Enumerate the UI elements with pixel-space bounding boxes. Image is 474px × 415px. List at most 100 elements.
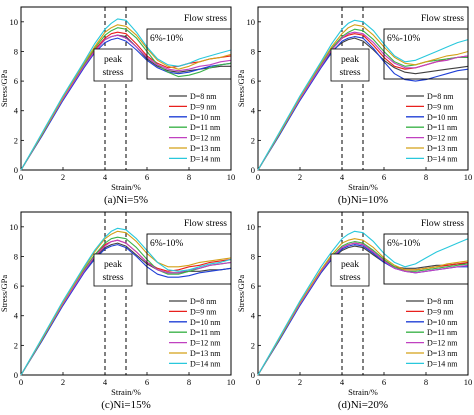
- x-tick-label: 8: [187, 172, 191, 182]
- legend-entry: D=9 nm: [427, 307, 454, 316]
- x-tick-label: 10: [464, 172, 473, 182]
- y-tick-label: 2: [251, 135, 255, 145]
- series-line: [20, 227, 232, 376]
- y-tick-label: 6: [251, 76, 255, 86]
- legend-entry: D=10 nm: [190, 113, 221, 122]
- peak-stress-label: stress: [339, 273, 360, 283]
- series-line: [20, 34, 232, 171]
- y-tick-label: 6: [14, 76, 18, 86]
- flow-stress-region-box: [146, 28, 232, 80]
- y-tick-label: 4: [251, 106, 256, 116]
- x-tick-label: 2: [61, 377, 65, 387]
- range-label: 6%-10%: [150, 239, 183, 249]
- x-tick-label: 0: [256, 377, 260, 387]
- x-tick-label: 4: [103, 377, 108, 387]
- y-tick-label: 0: [14, 165, 18, 175]
- legend-entry: D=14 nm: [427, 359, 458, 368]
- series-line: [257, 238, 469, 376]
- chart-panel-2: 0 2 4 6 8 10 0 2 4 6 8 10 Strain/% Stress/GPa (b)Ni=10…: [236, 6, 473, 206]
- y-tick-label: 0: [14, 370, 18, 380]
- x-tick-label: 8: [424, 377, 428, 387]
- peak-stress-box: [330, 48, 370, 82]
- panel-caption: (a)Ni=5%: [104, 194, 148, 206]
- range-label: 6%-10%: [387, 34, 420, 44]
- flow-stress-label: Flow stress: [421, 14, 464, 24]
- panel-caption: (d)Ni=20%: [338, 399, 388, 411]
- peak-stress-label: peak: [104, 55, 122, 65]
- y-tick-label: 4: [14, 106, 19, 116]
- chart-panel-3: 0 2 4 6 8 10 0 2 4 6 8 10 Strain/% Stress/GPa (c)Ni=15…: [0, 211, 235, 411]
- legend-entry: D=12 nm: [427, 134, 458, 143]
- series-line: [20, 18, 232, 171]
- peak-stress-box: [93, 253, 133, 287]
- x-tick-label: 2: [298, 377, 302, 387]
- legend-entry: D=10 nm: [427, 113, 458, 122]
- y-tick-label: 10: [247, 222, 256, 232]
- y-tick-label: 10: [10, 17, 19, 27]
- y-tick-label: 2: [14, 135, 18, 145]
- y-tick-label: 8: [14, 46, 18, 56]
- y-axis-label: Stress/GPa: [0, 70, 9, 108]
- y-tick-label: 4: [14, 311, 19, 321]
- x-tick-label: 6: [145, 377, 149, 387]
- legend-entry: D=10 nm: [190, 318, 221, 327]
- series-line: [20, 27, 232, 171]
- legend-entry: D=9 nm: [190, 307, 217, 316]
- y-tick-label: 0: [251, 370, 255, 380]
- legend-entry: D=13 nm: [190, 349, 221, 358]
- x-tick-label: 0: [19, 377, 23, 387]
- series-line: [257, 28, 468, 171]
- peak-stress-label: stress: [102, 68, 123, 78]
- peak-stress-label: peak: [341, 260, 359, 270]
- x-axis-label: Strain/%: [348, 387, 378, 397]
- legend-entry: D=12 nm: [427, 339, 458, 348]
- legend-entry: D=11 nm: [427, 123, 458, 132]
- range-label: 6%-10%: [387, 239, 420, 249]
- y-axis-label: Stress/GPa: [236, 70, 246, 108]
- series-line: [257, 36, 469, 171]
- chart-panel-1: 0 2 4 6 8 10 0 2 4 6 8 10 Strain/% Stress/GPa (a)Ni=5%…: [0, 6, 236, 206]
- x-tick-label: 2: [61, 172, 65, 182]
- series-line: [20, 230, 232, 376]
- flow-stress-region-box: [383, 28, 469, 80]
- series-line: [257, 19, 469, 171]
- legend-entry: D=11 nm: [190, 123, 221, 132]
- legend-entry: D=9 nm: [427, 102, 454, 111]
- series-line: [257, 31, 469, 171]
- y-axis-label: Stress/GPa: [0, 275, 9, 313]
- legend-entry: D=13 nm: [190, 144, 221, 153]
- legend-entry: D=8 nm: [427, 92, 454, 101]
- legend-entry: D=12 nm: [190, 134, 221, 143]
- flow-stress-label: Flow stress: [184, 14, 227, 24]
- series-line: [20, 37, 232, 171]
- peak-stress-box: [93, 48, 133, 82]
- flow-stress-label: Flow stress: [184, 219, 227, 229]
- legend-entry: D=14 nm: [190, 359, 221, 368]
- legend-entry: D=8 nm: [190, 297, 217, 306]
- legend-entry: D=13 nm: [427, 144, 458, 153]
- x-tick-label: 10: [227, 172, 236, 182]
- legend-entry: D=8 nm: [427, 297, 454, 306]
- peak-stress-label: stress: [102, 273, 123, 283]
- legend-entry: D=11 nm: [190, 328, 221, 337]
- y-tick-label: 8: [251, 251, 255, 261]
- series-line: [257, 24, 469, 171]
- range-label: 6%-10%: [150, 34, 183, 44]
- y-tick-label: 6: [251, 281, 255, 291]
- x-tick-label: 0: [19, 172, 23, 182]
- y-tick-label: 10: [10, 222, 19, 232]
- series-line: [257, 230, 469, 376]
- peak-stress-box: [330, 253, 370, 287]
- x-axis-label: Strain/%: [348, 182, 378, 192]
- y-tick-label: 8: [251, 46, 255, 56]
- y-tick-label: 4: [251, 311, 256, 321]
- series-line: [20, 24, 232, 171]
- x-tick-label: 8: [424, 172, 428, 182]
- legend-entry: D=11 nm: [427, 328, 458, 337]
- legend-entry: D=13 nm: [427, 349, 458, 358]
- peak-stress-label: stress: [339, 68, 360, 78]
- legend-entry: D=14 nm: [427, 154, 458, 163]
- x-tick-label: 8: [187, 377, 191, 387]
- chart-panel-4: 0 2 4 6 8 10 0 2 4 6 8 10 Strain/% Stress/GPa (d)Ni=20…: [236, 211, 472, 411]
